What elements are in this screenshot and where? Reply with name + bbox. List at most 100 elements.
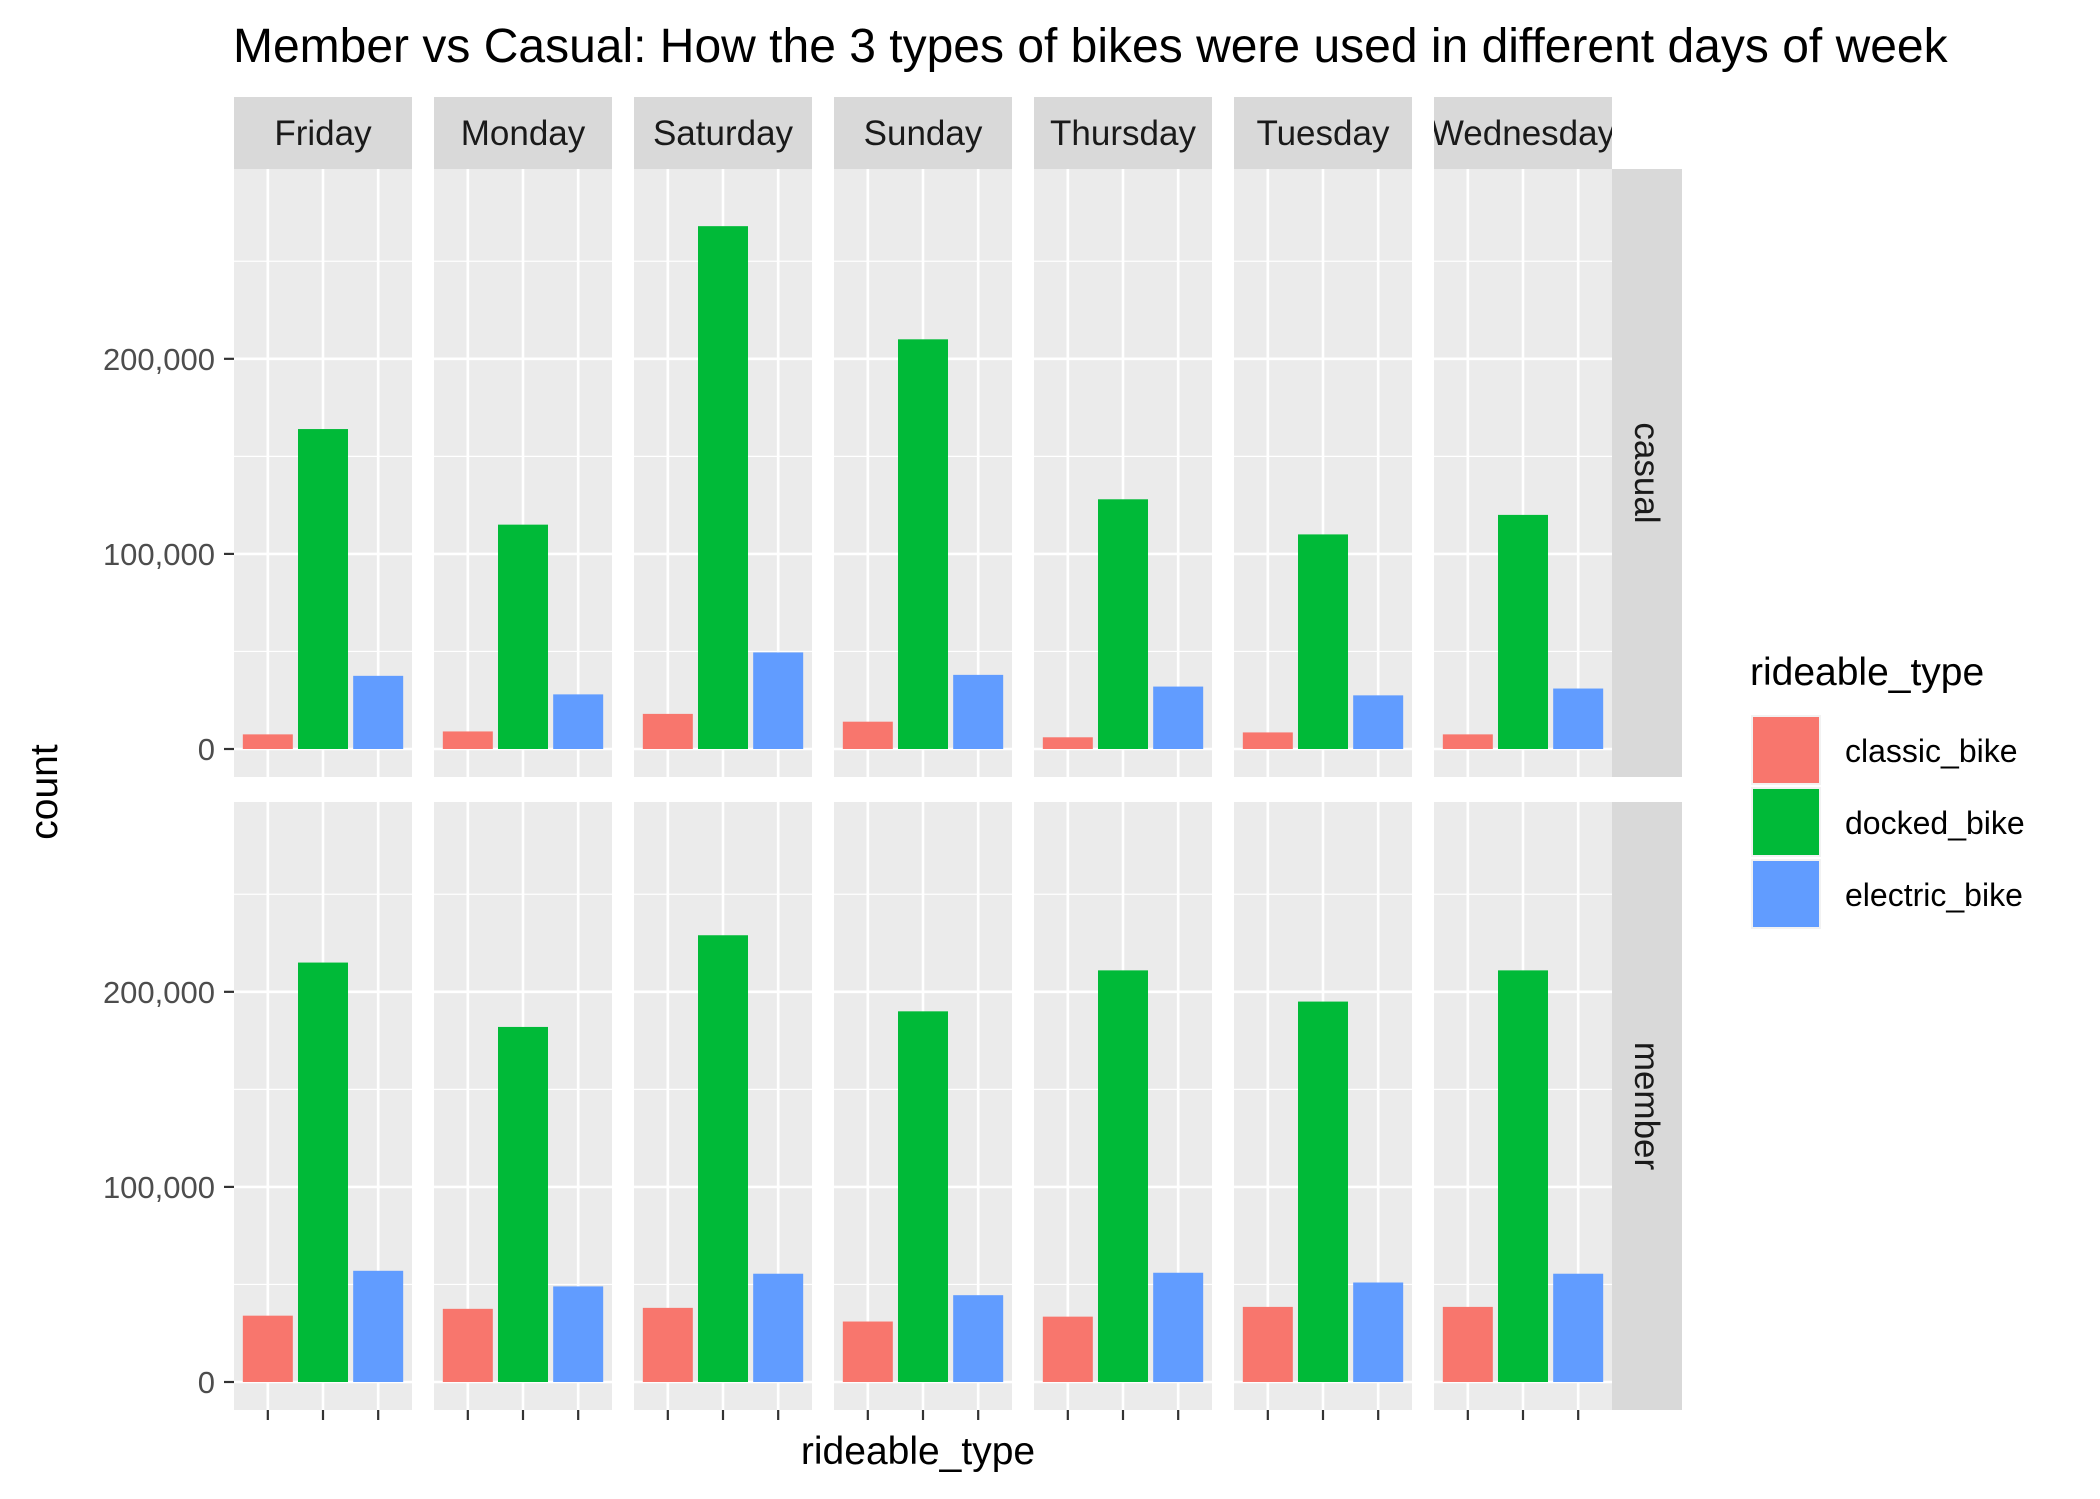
panel-casual-thursday [1034, 169, 1212, 777]
legend-label: electric_bike [1845, 877, 2023, 913]
strip-label: Tuesday [1257, 114, 1390, 153]
bar-classic_bike [1042, 737, 1093, 749]
bar-electric_bike [553, 694, 604, 749]
legend-swatch [1753, 717, 1819, 783]
bar-docked_bike [1498, 514, 1548, 749]
strip-background [1612, 169, 1682, 777]
facet-strip-saturday: Saturday [634, 97, 812, 169]
bar-classic_bike [642, 713, 693, 749]
panel-casual-friday [234, 169, 412, 777]
bar-classic_bike [242, 1315, 293, 1382]
facet-strip-tuesday: Tuesday [1234, 97, 1412, 169]
bar-docked_bike [1298, 534, 1348, 749]
facet-strip-sunday: Sunday [834, 97, 1012, 169]
bar-docked_bike [698, 935, 748, 1382]
bar-electric_bike [353, 1270, 404, 1382]
y-axis-title: count [23, 744, 66, 840]
bar-classic_bike [1042, 1316, 1093, 1382]
strip-label: casual [1627, 422, 1666, 523]
panel-member-tuesday [1234, 802, 1412, 1410]
legend-label: docked_bike [1845, 805, 2025, 841]
panel-member-thursday [1034, 802, 1212, 1410]
y-tick-label: 200,000 [103, 975, 215, 1010]
y-tick-label: 100,000 [103, 537, 215, 572]
panel-casual-tuesday [1234, 169, 1412, 777]
strip-background [634, 97, 812, 169]
panel-member-friday [234, 802, 412, 1410]
strip-label: Friday [274, 114, 372, 153]
strip-background [1434, 97, 1612, 169]
bar-classic_bike [1442, 734, 1493, 749]
bar-classic_bike [442, 731, 493, 749]
strip-label: Thursday [1050, 114, 1196, 153]
strip-label: Monday [461, 114, 586, 153]
strip-label: member [1627, 1042, 1666, 1171]
facet-strip-member: member [1612, 802, 1682, 1410]
bar-classic_bike [842, 1321, 893, 1382]
axes: 0 100,000 200,000 0 100,000 200,000 [103, 342, 1580, 1420]
bar-electric_bike [553, 1286, 604, 1382]
strip-background [234, 97, 412, 169]
y-tick-label: 200,000 [103, 342, 215, 377]
facet-strip-monday: Monday [434, 97, 612, 169]
legend: rideable_type classic_bike docked_bikeele… [1750, 651, 2025, 929]
bar-docked_bike [1098, 499, 1148, 749]
strip-background [834, 97, 1012, 169]
bar-classic_bike [242, 734, 293, 749]
bar-electric_bike [353, 675, 404, 749]
bar-electric_bike [1353, 1282, 1404, 1382]
bar-docked_bike [298, 429, 348, 749]
bar-docked_bike [498, 1026, 548, 1382]
legend-item-docked_bike: docked_bike [1751, 787, 2025, 857]
bar-classic_bike [442, 1308, 493, 1382]
bar-electric_bike [753, 652, 804, 749]
strip-background [434, 97, 612, 169]
panel-casual-sunday [834, 169, 1012, 777]
legend-label: classic_bike [1845, 733, 2018, 769]
bar-docked_bike [298, 962, 348, 1382]
bar-docked_bike [1098, 970, 1148, 1382]
y-tick-label: 0 [198, 1365, 215, 1400]
bar-electric_bike [1553, 1273, 1604, 1382]
strip-label: Sunday [864, 114, 983, 153]
bar-classic_bike [842, 721, 893, 749]
bar-electric_bike [1153, 1272, 1204, 1382]
bar-electric_bike [753, 1273, 804, 1382]
bar-electric_bike [953, 1295, 1004, 1382]
panel-member-monday [434, 802, 612, 1410]
bar-docked_bike [698, 226, 748, 749]
panel-casual-wednesday [1434, 169, 1612, 777]
legend-item-classic_bike: classic_bike [1751, 715, 2018, 785]
legend-swatch [1753, 861, 1819, 927]
facet-strip-casual: casual [1612, 169, 1682, 777]
facet-panels: Friday Monday Saturday Sunday Thursday Tuesda… [234, 97, 1682, 1410]
bar-electric_bike [1153, 686, 1204, 749]
strip-label: Saturday [653, 114, 794, 153]
panel-member-saturday [634, 802, 812, 1410]
panel-member-wednesday [1434, 802, 1612, 1410]
bar-docked_bike [898, 1011, 948, 1382]
bar-electric_bike [953, 674, 1004, 749]
strip-background [1612, 802, 1682, 1410]
x-axis-title: rideable_type [801, 1430, 1035, 1473]
bar-docked_bike [1298, 1001, 1348, 1382]
bar-classic_bike [642, 1307, 693, 1382]
strip-background [1034, 97, 1212, 169]
facet-strip-friday: Friday [234, 97, 412, 169]
bar-docked_bike [1498, 970, 1548, 1382]
panel-casual-saturday [634, 169, 812, 777]
chart-title: Member vs Casual: How the 3 types of bik… [233, 20, 1949, 73]
y-tick-label: 100,000 [103, 1170, 215, 1205]
facet-strip-wednesday: Wednesday [1431, 97, 1616, 169]
bar-docked_bike [498, 524, 548, 749]
bar-electric_bike [1553, 688, 1604, 749]
panel-casual-monday [434, 169, 612, 777]
legend-title: rideable_type [1750, 651, 1984, 694]
strip-label: Wednesday [1431, 114, 1616, 153]
panel-member-sunday [834, 802, 1012, 1410]
bar-classic_bike [1442, 1306, 1493, 1382]
strip-background [1234, 97, 1412, 169]
bar-classic_bike [1242, 732, 1293, 749]
bar-classic_bike [1242, 1306, 1293, 1382]
